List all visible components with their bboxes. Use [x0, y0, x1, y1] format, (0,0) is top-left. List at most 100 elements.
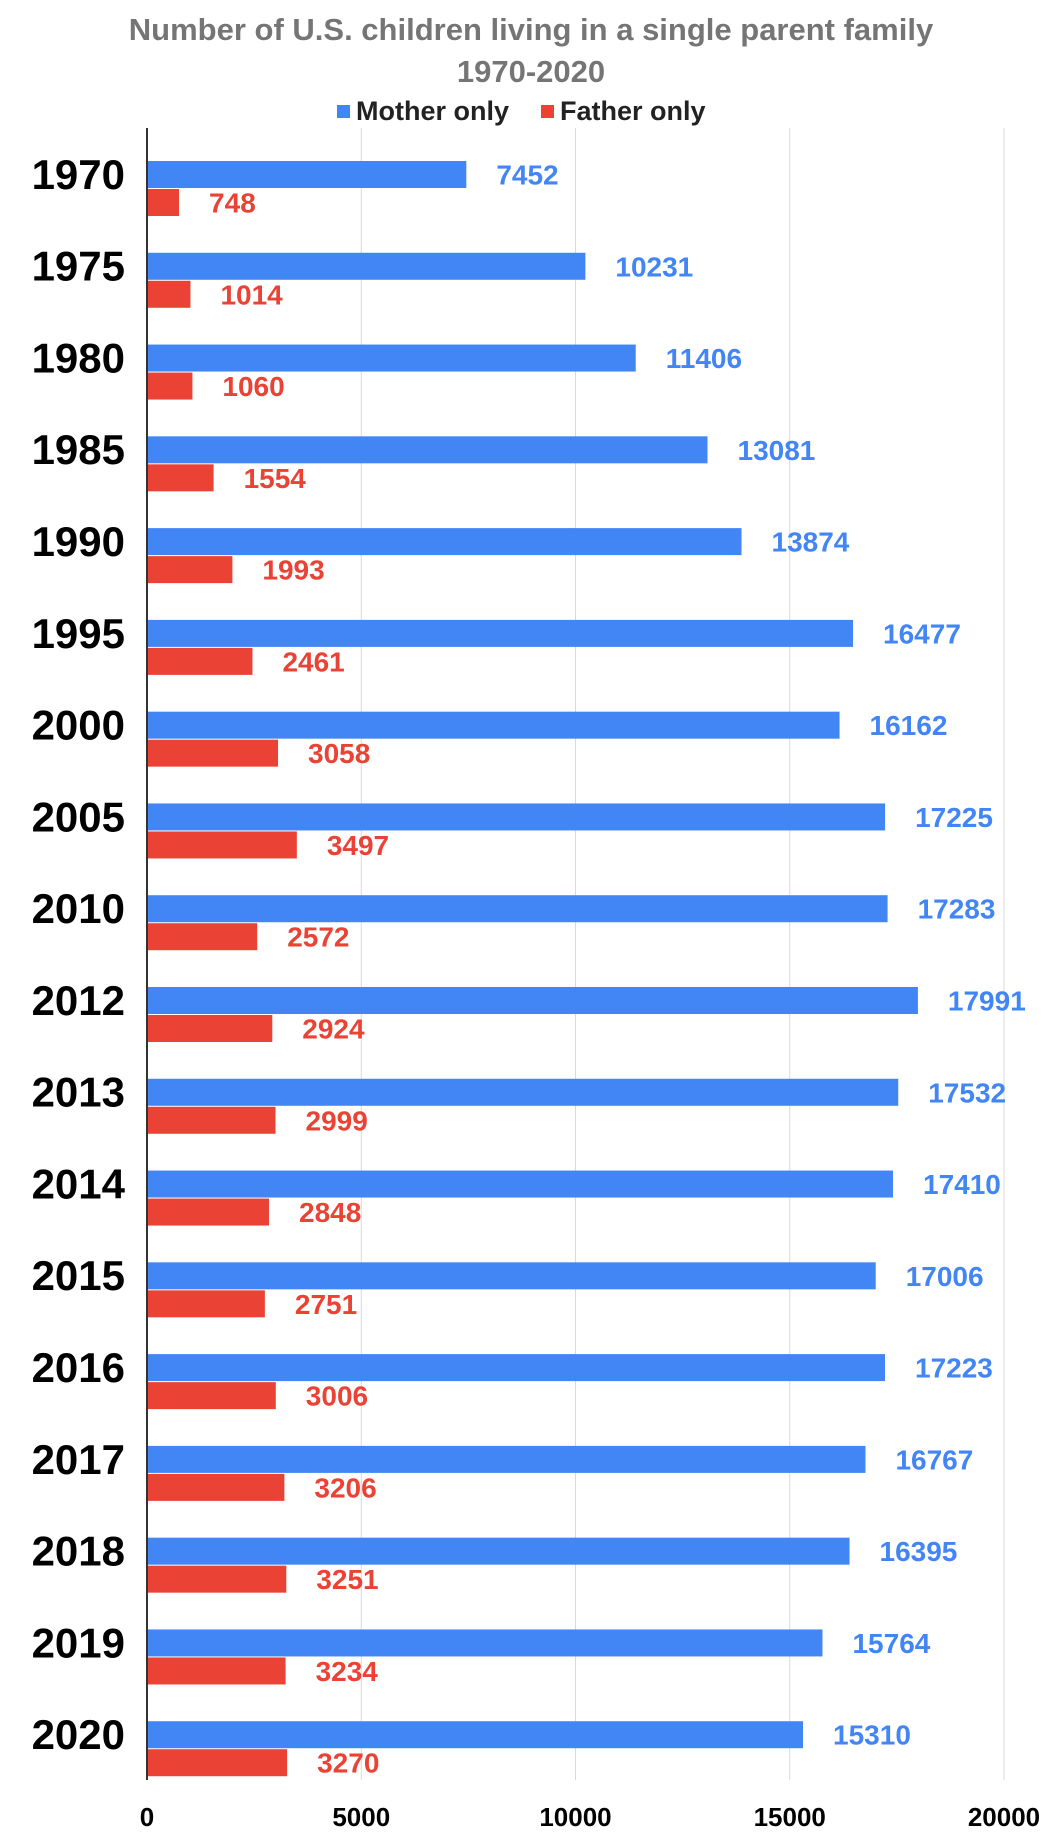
category-label: 2018 [32, 1528, 125, 1575]
bar-father-only [147, 372, 193, 400]
data-label-father-only: 1014 [220, 279, 283, 310]
bar-mother-only [147, 1629, 823, 1657]
legend: Mother only Father only [337, 96, 706, 126]
category-label: 2017 [32, 1436, 125, 1483]
data-label-father-only: 1060 [222, 371, 284, 402]
data-label-mother-only: 10231 [615, 251, 693, 282]
data-label-father-only: 2924 [302, 1014, 365, 1045]
data-label-father-only: 3497 [327, 830, 389, 861]
gridlines [360, 128, 1005, 1780]
bar-father-only [147, 1198, 270, 1226]
data-label-father-only: 1993 [262, 555, 324, 586]
bar-father-only [147, 189, 180, 216]
x-tick-label: 5000 [332, 1802, 390, 1832]
bar-father-only [147, 1473, 285, 1501]
category-label: 1980 [32, 334, 125, 381]
category-label: 2000 [32, 702, 125, 749]
category-label: 2016 [32, 1344, 125, 1391]
data-label-mother-only: 17223 [915, 1353, 993, 1384]
data-label-mother-only: 15310 [833, 1720, 911, 1751]
bars [147, 161, 918, 1777]
data-label-mother-only: 11406 [666, 343, 742, 374]
x-tick-labels: 0 5000 10000 15000 20000 [140, 1802, 1040, 1832]
data-label-mother-only: 16395 [880, 1536, 958, 1567]
bar-mother-only [147, 1445, 866, 1473]
bar-mother-only [147, 1721, 804, 1749]
data-label-mother-only: 7452 [496, 160, 558, 191]
category-label: 1990 [32, 518, 125, 565]
data-label-mother-only: 17532 [928, 1077, 1006, 1108]
category-label: 2013 [32, 1069, 125, 1116]
bar-mother-only [147, 1354, 886, 1382]
bar-mother-only [147, 1537, 850, 1565]
bar-father-only [147, 923, 258, 951]
category-label: 2014 [32, 1160, 126, 1207]
bar-father-only [147, 1106, 276, 1134]
bar-mother-only [147, 619, 854, 647]
legend-swatch-father [541, 105, 554, 118]
category-label: 2012 [32, 977, 125, 1024]
category-label: 2020 [32, 1711, 125, 1758]
category-label: 2005 [32, 793, 125, 840]
bar-father-only [147, 1657, 286, 1685]
category-label: 1995 [32, 610, 125, 657]
data-label-mother-only: 17225 [915, 802, 993, 833]
data-label-father-only: 3251 [316, 1564, 378, 1595]
legend-label-mother: Mother only [356, 96, 509, 126]
data-label-mother-only: 15764 [852, 1628, 930, 1659]
data-label-father-only: 2848 [299, 1197, 361, 1228]
data-label-mother-only: 13081 [738, 435, 816, 466]
category-labels: 1970 1975 1980 1985 1990 1995 2000 2005 2010 2012… [32, 151, 126, 1758]
bar-father-only [147, 739, 279, 767]
data-label-father-only: 3234 [316, 1656, 379, 1687]
bar-father-only [147, 1290, 265, 1318]
data-label-mother-only: 17991 [948, 986, 1026, 1017]
category-label: 2019 [32, 1619, 125, 1666]
category-label: 1985 [32, 426, 125, 473]
bar-mother-only [147, 436, 708, 464]
bar-father-only [147, 280, 191, 308]
bar-father-only [147, 1015, 273, 1042]
category-label: 2010 [32, 885, 125, 932]
data-label-father-only: 3006 [306, 1381, 368, 1412]
data-label-mother-only: 17006 [906, 1261, 984, 1292]
legend-swatch-mother [337, 105, 350, 118]
data-label-father-only: 2461 [282, 646, 344, 677]
data-label-mother-only: 13874 [772, 527, 850, 558]
bar-father-only [147, 1749, 288, 1777]
bar-mother-only [147, 711, 840, 739]
x-tick-label: 10000 [539, 1802, 611, 1832]
chart-title: Number of U.S. children living in a sing… [129, 12, 934, 47]
data-label-mother-only: 16477 [883, 618, 961, 649]
bar-mother-only [147, 1078, 899, 1106]
data-label-father-only: 2751 [295, 1289, 357, 1320]
bar-father-only [147, 1382, 276, 1410]
legend-label-father: Father only [560, 96, 706, 126]
bar-father-only [147, 647, 253, 675]
x-tick-label: 15000 [754, 1802, 826, 1832]
data-labels: 7452 748 10231 1014 11406 1060 13081 1554 13874 1… [209, 160, 1026, 1779]
data-label-mother-only: 16767 [895, 1444, 973, 1475]
bar-father-only [147, 556, 233, 584]
bar-mother-only [147, 252, 586, 280]
bar-mother-only [147, 344, 636, 372]
data-label-mother-only: 17410 [923, 1169, 1001, 1200]
bar-father-only [147, 1565, 287, 1593]
chart-subtitle: 1970-2020 [457, 54, 605, 89]
bar-mother-only [147, 1262, 876, 1290]
bar-mother-only [147, 528, 742, 556]
bar-mother-only [147, 895, 888, 923]
bar-mother-only [147, 1170, 894, 1198]
category-label: 1970 [32, 151, 125, 198]
bar-mother-only [147, 987, 918, 1014]
data-label-father-only: 3206 [314, 1472, 376, 1503]
x-tick-label: 0 [140, 1802, 154, 1832]
data-label-mother-only: 16162 [870, 710, 948, 741]
data-label-mother-only: 17283 [918, 894, 996, 925]
data-label-father-only: 1554 [244, 463, 307, 494]
bar-mother-only [147, 803, 886, 831]
category-label: 2015 [32, 1252, 125, 1299]
data-label-father-only: 748 [209, 188, 256, 219]
data-label-father-only: 2999 [306, 1105, 368, 1136]
